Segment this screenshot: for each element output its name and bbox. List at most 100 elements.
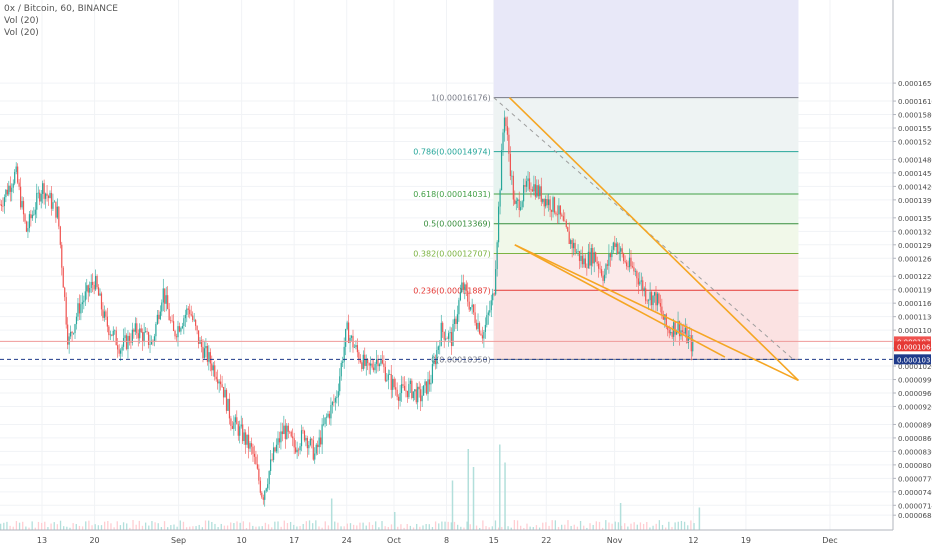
candle-body-206 — [302, 430, 304, 431]
volume-bar-184 — [579, 520, 582, 530]
candle-body-278 — [408, 384, 410, 398]
candle-body-324 — [475, 322, 478, 329]
volume-spike-4 — [472, 467, 475, 530]
volume-bar-156 — [491, 526, 493, 530]
candle-body-288 — [422, 385, 425, 396]
candle-body-137 — [200, 340, 203, 347]
candle-body-327 — [480, 333, 482, 336]
fib-band-2 — [493, 151, 799, 194]
volume-bar-176 — [554, 520, 557, 530]
volume-bar-43 — [135, 524, 137, 530]
candle-body-394 — [578, 251, 581, 261]
candle-body-59 — [86, 285, 88, 292]
volume-bar-82 — [258, 526, 260, 530]
y-tick-label-19: 0.00010200 — [898, 363, 932, 371]
volume-bar-181 — [570, 525, 572, 530]
candle-body-180 — [264, 491, 266, 500]
volume-bar-6 — [18, 522, 21, 530]
volume-bar-31 — [97, 525, 100, 530]
volume-bar-157 — [494, 520, 497, 530]
volume-bar-213 — [671, 526, 673, 530]
candle-body-210 — [308, 444, 310, 449]
candle-body-344 — [505, 117, 507, 127]
candle-body-318 — [467, 290, 469, 302]
candle-body-333 — [489, 310, 491, 313]
volume-bar-81 — [255, 526, 257, 530]
candle-body-245 — [359, 360, 361, 363]
volume-bar-101 — [318, 526, 320, 530]
volume-bar-182 — [573, 524, 575, 530]
candle-body-265 — [389, 374, 391, 375]
volume-bar-60 — [189, 526, 191, 530]
candle-body-388 — [570, 240, 572, 245]
candle-body-30 — [43, 183, 45, 199]
candle-body-433 — [636, 271, 638, 279]
candle-body-70 — [102, 309, 104, 318]
y-tick-label-22: 0.00009200 — [898, 403, 932, 411]
candle-body-77 — [112, 330, 114, 336]
candle-body-410 — [602, 275, 604, 281]
candle-body-310 — [455, 318, 457, 324]
volume-bar-140 — [441, 521, 443, 530]
candle-body-264 — [387, 374, 389, 380]
candle-body-92 — [134, 323, 136, 332]
candle-body-215 — [315, 444, 317, 454]
candle-body-411 — [603, 274, 606, 281]
volume-bar-203 — [639, 522, 642, 530]
volume-bar-180 — [567, 520, 569, 530]
candle-body-217 — [318, 437, 320, 448]
candle-body-78 — [114, 330, 116, 332]
volume-bar-84 — [264, 522, 267, 530]
candle-body-38 — [55, 201, 57, 218]
candle-body-292 — [428, 379, 431, 385]
candle-body-11 — [15, 166, 17, 172]
x-tick-label-2: Sep — [171, 536, 186, 545]
volume-bar-9 — [28, 527, 30, 530]
volume-bar-86 — [271, 527, 273, 530]
candle-body-21 — [30, 214, 32, 219]
candle-body-13 — [18, 182, 20, 187]
candle-body-443 — [650, 292, 653, 306]
candle-body-295 — [433, 360, 435, 365]
volume-bar-22 — [69, 527, 71, 530]
candle-body-424 — [623, 253, 625, 262]
candle-body-45 — [65, 297, 67, 325]
candle-body-198 — [290, 431, 292, 437]
candle-body-123 — [180, 328, 182, 332]
candle-body-74 — [108, 326, 110, 336]
volume-bar-45 — [141, 525, 144, 530]
candle-body-161 — [236, 417, 238, 425]
candle-body-301 — [442, 322, 444, 333]
candle-body-218 — [320, 437, 322, 445]
candle-body-393 — [577, 251, 579, 252]
candle-body-457 — [671, 332, 673, 337]
candle-body-277 — [406, 390, 409, 398]
candle-body-22 — [31, 214, 33, 219]
candle-body-167 — [245, 432, 247, 445]
volume-bar-95 — [299, 526, 301, 530]
volume-bar-70 — [220, 523, 222, 530]
candle-body-51 — [74, 324, 76, 334]
candle-body-409 — [600, 269, 603, 276]
candle-body-334 — [490, 300, 492, 311]
candle-body-297 — [436, 350, 438, 365]
volume-spike-5 — [499, 444, 501, 530]
candle-body-317 — [465, 284, 467, 291]
volume-bar-112 — [352, 524, 355, 530]
y-tick-label-20: 0.00009900 — [898, 377, 932, 385]
x-tick-label-13: Dec — [822, 536, 837, 545]
candle-body-258 — [378, 364, 381, 367]
volume-bar-202 — [636, 524, 638, 530]
candle-body-63 — [92, 281, 94, 285]
candle-body-408 — [599, 268, 601, 270]
candle-body-267 — [392, 378, 394, 390]
candle-body-263 — [386, 379, 388, 381]
candle-body-368 — [540, 186, 542, 202]
candle-body-444 — [652, 295, 654, 306]
candle-body-55 — [80, 304, 82, 314]
volume-bar-187 — [589, 523, 591, 530]
candle-body-2 — [2, 206, 4, 207]
candle-body-335 — [492, 293, 494, 301]
